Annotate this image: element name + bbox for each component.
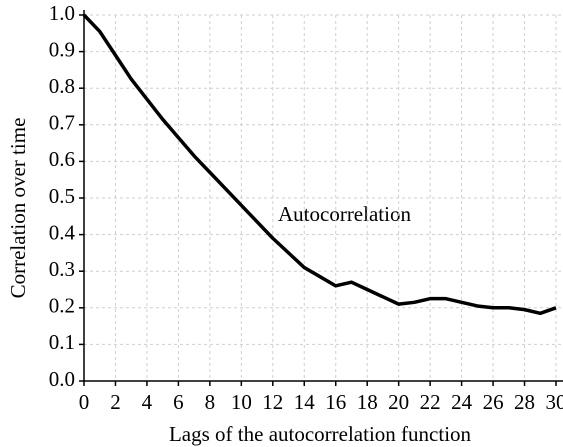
x-tick-label: 14 (294, 390, 316, 414)
x-tick-label: 0 (79, 390, 90, 414)
x-tick-label: 30 (546, 390, 563, 414)
x-tick-label: 12 (262, 390, 283, 414)
y-tick-label: 0.1 (49, 330, 75, 354)
y-tick-label: 1.0 (49, 1, 75, 25)
x-tick-label: 10 (231, 390, 252, 414)
x-tick-label: 8 (205, 390, 216, 414)
x-tick-label: 2 (110, 390, 121, 414)
y-tick-label: 0.2 (49, 294, 75, 318)
x-tick-label: 28 (514, 390, 535, 414)
y-axis-label: Correlation over time (6, 118, 30, 299)
annotation: Autocorrelation (278, 202, 411, 226)
data-line (82, 13, 557, 316)
y-tick-label: 0.8 (49, 74, 75, 98)
y-tick-label: 0.3 (49, 257, 75, 281)
x-tick-label: 6 (173, 390, 184, 414)
x-tick-label: 16 (325, 390, 346, 414)
y-tick-label: 0.0 (49, 367, 75, 391)
x-tick-label: 20 (388, 390, 409, 414)
x-tick-label: 18 (357, 390, 378, 414)
x-tick-label: 4 (142, 390, 153, 414)
x-tick-label: 22 (420, 390, 441, 414)
x-axis-label: Lags of the autocorrelation function (169, 422, 472, 446)
x-tick-label: 24 (451, 390, 473, 414)
y-tick-label: 0.9 (49, 37, 75, 61)
y-tick-label: 0.6 (49, 147, 75, 171)
y-tick-label: 0.4 (49, 220, 76, 244)
x-tick-label: 26 (483, 390, 504, 414)
y-tick-label: 0.7 (49, 111, 75, 135)
y-tick-label: 0.5 (49, 184, 75, 208)
